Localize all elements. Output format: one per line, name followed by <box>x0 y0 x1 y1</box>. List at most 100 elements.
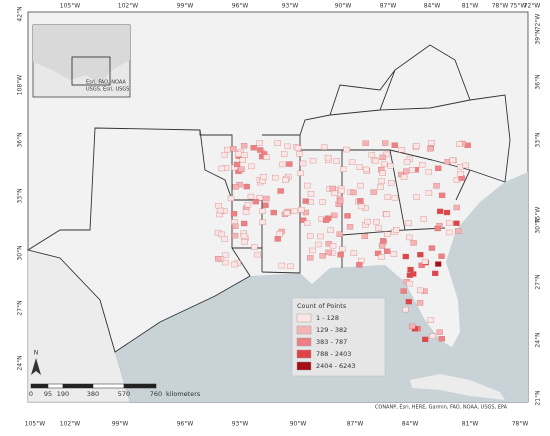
legend-title: Count of Points <box>297 302 347 310</box>
legend-label: 1 - 128 <box>316 314 339 322</box>
graticule-label: 75°W <box>535 207 542 224</box>
county <box>428 140 435 146</box>
county <box>348 159 356 165</box>
graticule-label: 105°W <box>25 421 45 428</box>
county <box>309 157 317 164</box>
county <box>302 209 310 216</box>
county <box>260 173 267 180</box>
county <box>244 201 252 208</box>
county <box>302 198 309 204</box>
county <box>346 224 354 230</box>
county <box>339 166 347 172</box>
texas <box>26 127 251 353</box>
graticule-label: 72°W <box>524 3 541 10</box>
county <box>435 165 442 171</box>
county <box>254 251 261 258</box>
county <box>436 329 443 335</box>
county <box>416 300 424 306</box>
county <box>377 184 384 190</box>
scale-segment <box>30 383 49 389</box>
county <box>307 233 314 239</box>
scale-segment <box>62 383 94 389</box>
county <box>408 323 416 330</box>
county <box>358 203 365 210</box>
county <box>427 317 434 323</box>
county <box>356 262 363 268</box>
scale-label: 760 <box>150 390 162 398</box>
legend-swatch <box>296 349 312 359</box>
graticule-label: 33°N <box>535 132 542 147</box>
county <box>239 157 247 163</box>
county <box>304 182 311 189</box>
county <box>278 262 286 269</box>
county <box>232 223 239 229</box>
county <box>333 158 340 164</box>
county <box>263 195 270 202</box>
county <box>319 253 326 259</box>
north-arrow-icon <box>31 358 41 375</box>
graticule-label: 102°W <box>118 3 138 10</box>
county <box>242 209 250 215</box>
county <box>321 144 328 150</box>
county <box>240 233 248 239</box>
county <box>350 189 357 196</box>
county <box>259 219 266 225</box>
county <box>299 160 307 167</box>
county <box>281 151 288 157</box>
county <box>241 152 248 158</box>
county <box>272 174 279 181</box>
county <box>418 262 425 269</box>
ocean <box>115 172 528 402</box>
county <box>402 253 409 260</box>
county <box>357 198 364 204</box>
county <box>422 336 429 343</box>
county <box>322 217 330 223</box>
county <box>443 209 451 216</box>
county <box>230 210 238 217</box>
county <box>406 234 413 241</box>
graticule-label: 27°N <box>535 274 542 289</box>
legend-label: 2404 - 6243 <box>316 362 356 370</box>
county <box>283 210 291 216</box>
graticule-label: 96°W <box>177 421 194 428</box>
county <box>391 195 399 201</box>
county <box>270 209 277 216</box>
scale-segment <box>47 383 64 389</box>
county <box>406 280 413 287</box>
county <box>420 216 428 222</box>
county <box>370 189 377 195</box>
county <box>231 232 239 239</box>
county <box>300 217 307 223</box>
counties <box>214 140 471 343</box>
graticule-label: 108°W <box>17 75 24 95</box>
county <box>325 249 332 256</box>
county <box>344 213 351 219</box>
county <box>361 233 369 239</box>
county <box>319 199 326 205</box>
county <box>287 263 294 270</box>
county <box>368 152 376 158</box>
county <box>457 164 464 170</box>
county <box>291 208 298 214</box>
county <box>284 143 291 150</box>
legend-label: 788 - 2403 <box>316 350 351 358</box>
county <box>338 187 345 194</box>
legend-swatch <box>296 361 312 371</box>
county <box>374 250 382 257</box>
legend-swatch <box>296 337 312 347</box>
graticule-label: 99°W <box>112 421 129 428</box>
county <box>436 208 444 215</box>
county <box>409 167 416 173</box>
graticule-label: 99°W <box>177 3 194 10</box>
county <box>222 252 229 258</box>
county <box>298 206 305 213</box>
inset-extent <box>71 56 111 86</box>
graticule-label: 87°W <box>347 421 364 428</box>
county <box>383 211 390 218</box>
inset-attribution: USGS, Esri, USGS <box>86 87 129 93</box>
county <box>454 228 462 234</box>
county <box>227 195 235 202</box>
county <box>362 140 369 146</box>
county <box>457 171 464 177</box>
